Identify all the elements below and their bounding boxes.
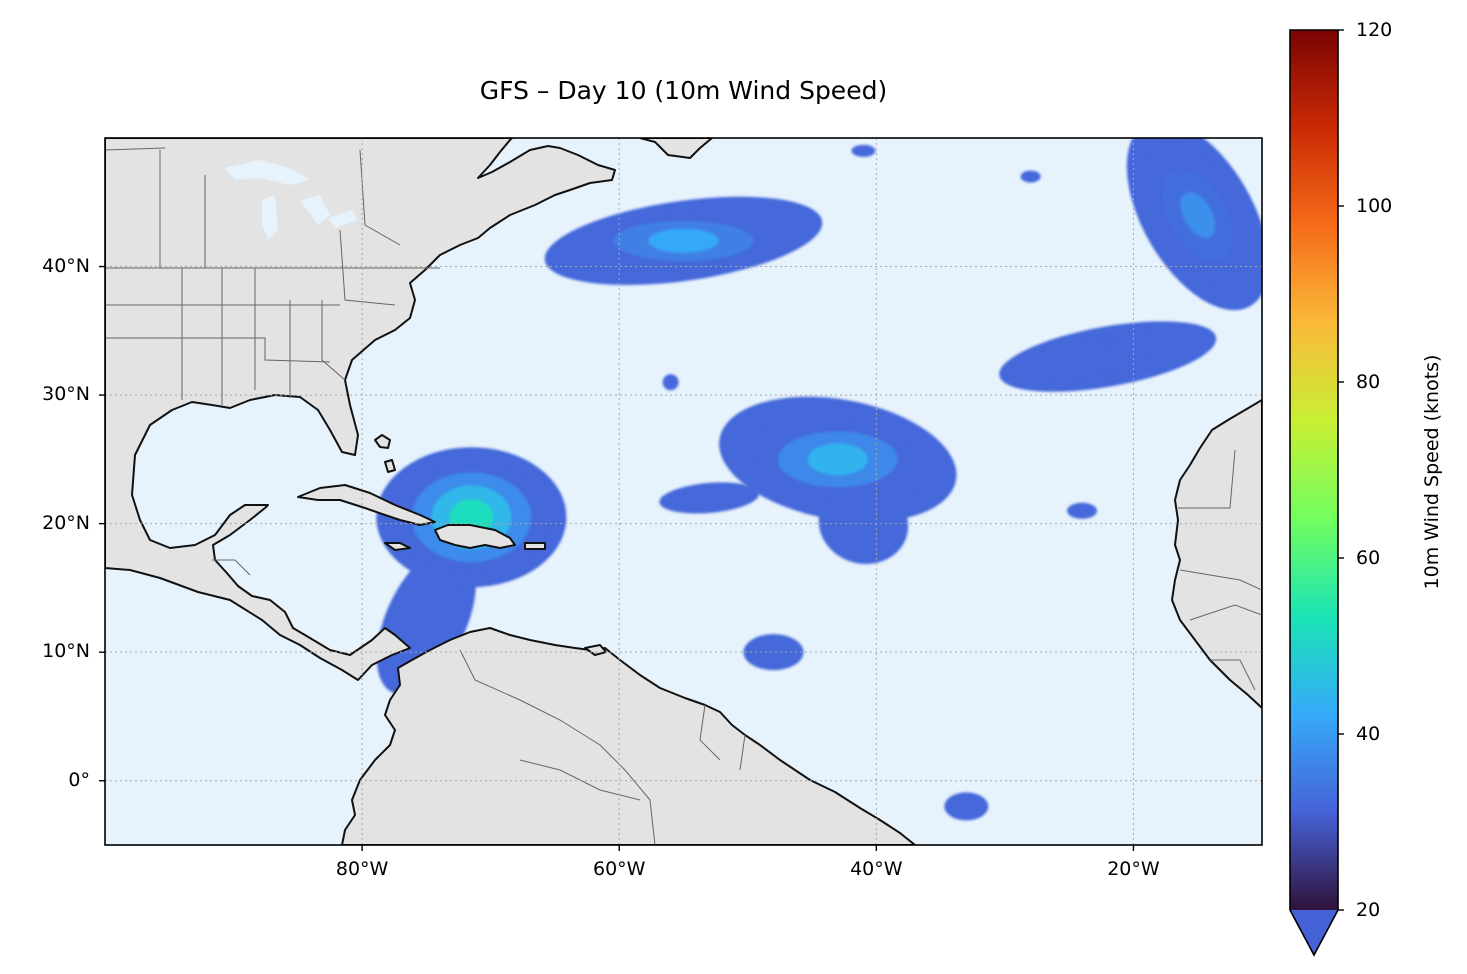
colorbar-tick-label: 100 (1356, 195, 1393, 217)
wind-contour (1180, 192, 1216, 238)
lat-tick-label: 10°N (42, 640, 90, 663)
lon-tick-label: 40°W (850, 858, 903, 880)
wind-patch (944, 792, 989, 821)
wind-patch (662, 374, 679, 391)
south-america-land (341, 627, 916, 845)
lat-tick-label: 0° (68, 768, 90, 791)
colorbar-tick-label: 40 (1356, 723, 1381, 745)
wind-patch (1020, 170, 1041, 183)
africa-land (1171, 399, 1262, 709)
lon-tick-label: 80°W (335, 858, 389, 880)
lat-tick-label: 40°N (42, 254, 90, 277)
wind-patch (851, 144, 876, 157)
hispaniola-island (434, 524, 516, 549)
lon-tick-label: 60°W (592, 858, 646, 880)
jamaica-island (384, 542, 411, 551)
wind-contour (648, 228, 719, 253)
wind-patch (743, 634, 804, 671)
north-america-land (105, 138, 616, 681)
colorbar (1289, 29, 1344, 957)
wind-contour (659, 482, 760, 514)
colorbar-ticks (1338, 29, 1344, 911)
great-lakes (225, 160, 358, 240)
colorbar-label: 10m Wind Speed (knots) (1421, 354, 1443, 590)
bahamas-islands (374, 434, 396, 473)
cuba-island (297, 484, 436, 526)
chart-title: GFS – Day 10 (10m Wind Speed) (479, 76, 888, 105)
lat-tick-label: 30°N (42, 383, 90, 406)
land (105, 138, 1262, 845)
greenland-land (639, 138, 713, 159)
wind-contour (807, 443, 868, 476)
colorbar-outline (1289, 29, 1339, 957)
wind-contour (1063, 342, 1153, 371)
puerto-rico-island (524, 542, 546, 550)
wind-patch (1067, 502, 1098, 519)
colorbar-tick-label: 80 (1356, 371, 1381, 393)
colorbar-tick-label: 20 (1356, 899, 1381, 921)
lat-tick-label: 20°N (42, 511, 90, 534)
colorbar-extend-triangle (1290, 910, 1338, 955)
colorbar-tick-label: 60 (1356, 547, 1381, 569)
map-frame (104, 137, 1263, 846)
colorbar-gradient (1290, 30, 1338, 910)
colorbar-tick-label: 120 (1356, 19, 1393, 41)
axis-ticks (99, 265, 1135, 851)
lon-tick-label: 20°W (1107, 858, 1160, 880)
